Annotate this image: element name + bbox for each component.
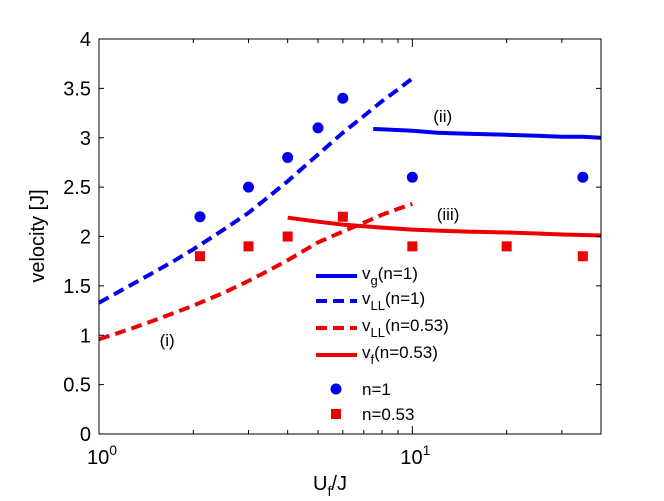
y-tick-label-6: 3 [80,128,91,150]
y-tick-label-2: 1 [80,325,91,347]
point-n1-1 [243,181,255,193]
point-n053-4 [407,241,418,252]
x-axis-label-sub: f [328,483,332,499]
legend-tail-vg: (n=1) [378,264,418,283]
y-tick-label-7: 3.5 [63,78,91,100]
series-line-vg [373,126,602,140]
x-tick-base-1: 10 [400,447,422,469]
legend-marker-n053 [331,409,341,419]
series-line-vLL1 [98,76,414,305]
x-tick-label-1: 101 [400,442,430,469]
legend-sub-vg: g [371,273,378,288]
y-tick-label-0: 0 [80,424,91,446]
legend-sub-vLL053: LL [371,325,385,340]
y-tick-label-5: 2.5 [63,177,91,199]
legend-tail-vLL053: (n=0.53) [385,316,449,335]
legend-entry-vf: vf(n=0.53) [362,343,438,367]
point-n053-1 [243,241,254,252]
x-axis-label-main: U [313,473,327,495]
point-n053-6 [577,251,588,262]
y-tick-label-1: 0.5 [63,375,91,397]
x-tick-base-0: 10 [87,447,109,469]
point-n1-6 [577,171,589,183]
annotation-0: (i) [160,331,175,350]
legend-main-vg: v [362,264,371,283]
legend-main-vLL053: v [362,316,371,335]
point-n1-0 [194,211,206,223]
point-n053-0 [194,251,205,262]
point-n053-5 [501,241,512,252]
legend-main-vf: v [362,343,371,362]
point-n1-2 [282,152,294,163]
legend-tail-vLL1: (n=1) [385,289,425,308]
y-axis-label: velocity [J] [27,189,49,282]
series-line-vf [287,215,602,238]
x-tick-exp-0: 0 [109,442,117,458]
legend-label-n1: n=1 [362,380,391,399]
legend-entry-vLL053: vLL(n=0.53) [362,316,449,340]
x-tick-exp-1: 1 [423,442,431,458]
y-tick-label-4: 2 [80,227,91,249]
point-n053-3 [337,211,348,222]
annotation-1: (ii) [433,107,452,126]
legend-sub-vf: f [371,352,375,367]
annotation-2: (iii) [437,205,460,224]
legend-tail-vf: (n=0.53) [374,343,438,362]
point-n1-3 [312,122,324,134]
legend-entry-vLL1: vLL(n=1) [362,289,425,313]
x-axis-label-tail: /J [331,473,347,495]
legend-label-n053: n=0.53 [362,405,414,424]
legend-sub-vLL1: LL [371,298,385,313]
point-n1-5 [406,171,418,183]
x-tick-label-0: 100 [87,442,117,469]
legend-marker-n1 [330,383,342,395]
legend-entry-vg: vg(n=1) [362,264,418,288]
point-n053-2 [282,231,293,242]
y-tick-label-8: 4 [80,29,91,51]
x-axis-label: Uf/J [313,473,347,499]
legend-main-vLL1: v [362,289,371,308]
y-tick-label-3: 1.5 [63,276,91,298]
point-n1-4 [337,92,349,104]
plot-area [99,39,601,434]
